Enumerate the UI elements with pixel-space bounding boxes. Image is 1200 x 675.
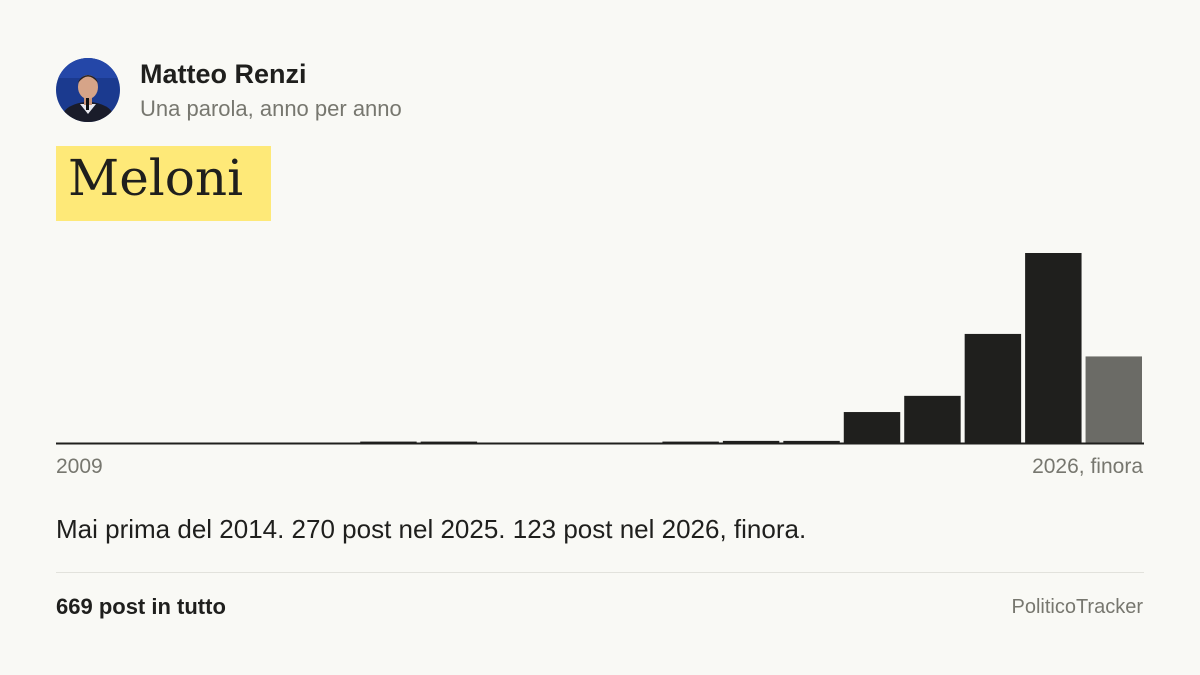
x-axis-end-label: 2026, finora (1032, 455, 1143, 478)
bar-2015 (420, 441, 478, 443)
x-axis-start-label: 2009 (56, 455, 103, 478)
tracked-word: Meloni (68, 149, 244, 207)
person-name: Matteo Renzi (140, 59, 307, 89)
bar-2026 (1085, 356, 1142, 443)
avatar (56, 58, 120, 122)
bar-2014 (360, 441, 417, 443)
divider (56, 572, 1144, 573)
subtitle: Una parola, anno per anno (140, 96, 402, 121)
word-highlight (56, 146, 271, 221)
bar-2025 (1025, 253, 1082, 443)
total-count: 669 post in tutto (56, 594, 226, 619)
bar-2021 (783, 440, 840, 443)
bar-2022 (843, 412, 901, 443)
bar-2020 (722, 440, 780, 443)
bar-2024 (964, 333, 1022, 443)
bar-2023 (904, 395, 961, 443)
summary-text: Mai prima del 2014. 270 post nel 2025. 1… (56, 514, 807, 544)
bar-2019 (662, 441, 719, 443)
brand-label: PoliticoTracker (1011, 596, 1143, 618)
person-portrait-icon (56, 58, 120, 122)
